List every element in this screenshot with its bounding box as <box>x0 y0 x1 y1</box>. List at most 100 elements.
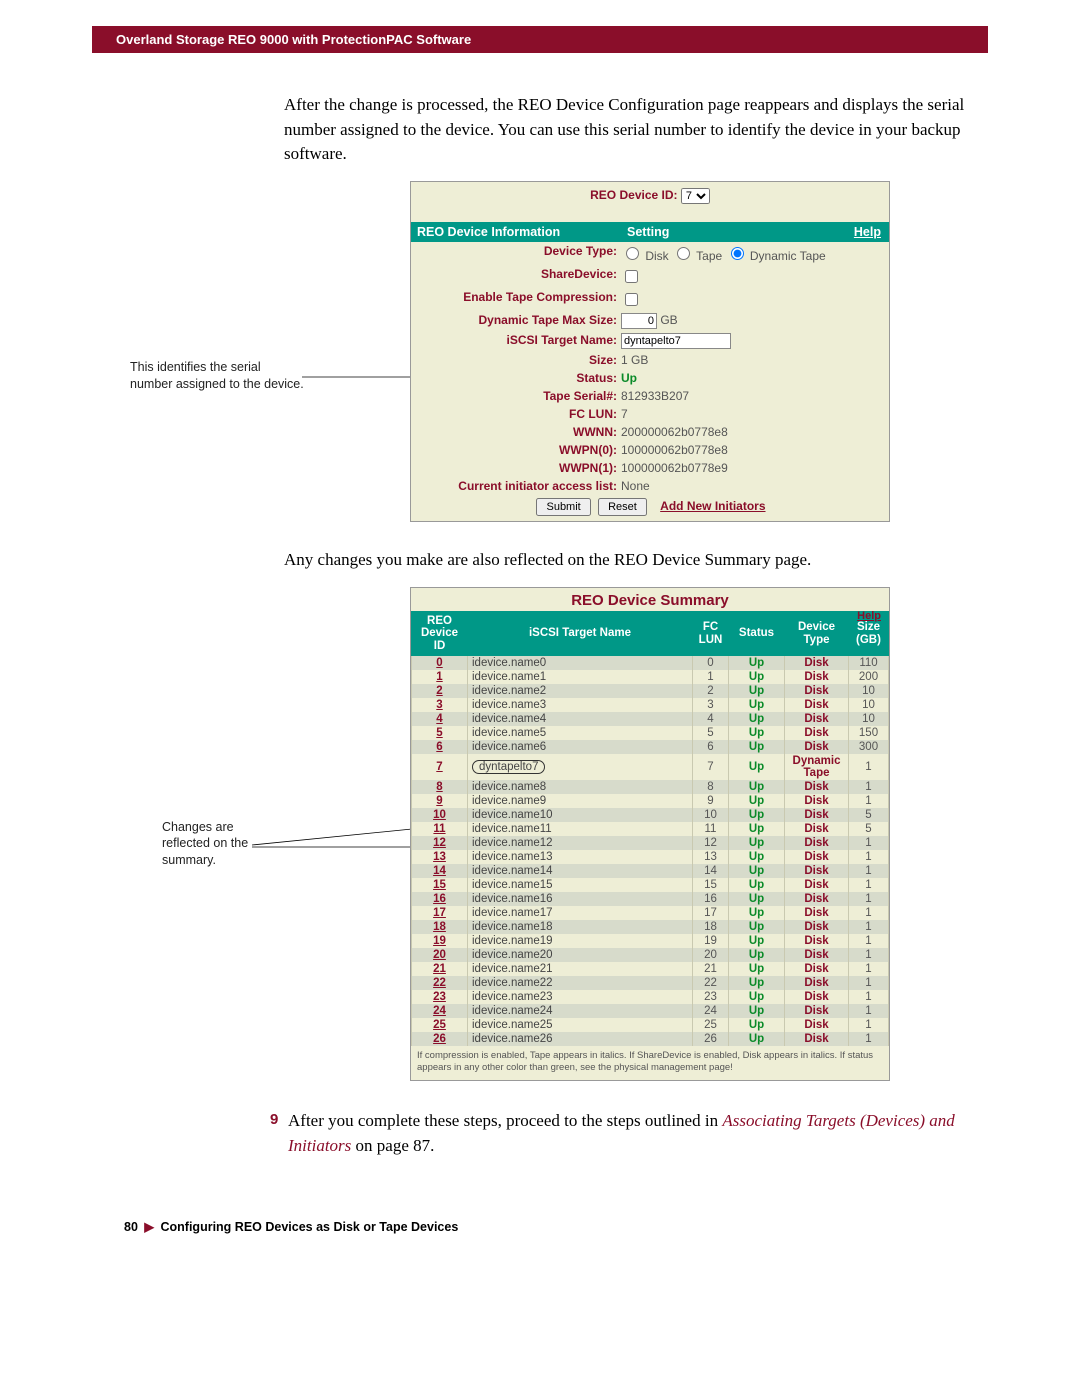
summary-header-row: REO Device ID iSCSI Target Name FC LUN S… <box>412 611 889 656</box>
cell-status: Up <box>729 780 785 794</box>
cell-size: 10 <box>849 684 889 698</box>
cell-lun: 1 <box>693 670 729 684</box>
sharedevice-checkbox[interactable] <box>625 270 638 283</box>
cell-dtype: Disk <box>785 906 849 920</box>
cell-status: Up <box>729 878 785 892</box>
device-id-label: REO Device ID: <box>590 188 677 202</box>
cell-size: 1 <box>849 780 889 794</box>
device-id-link[interactable]: 10 <box>433 809 446 821</box>
col-info: REO Device Information <box>411 222 621 242</box>
maxsize-input[interactable] <box>621 313 657 329</box>
device-id-link[interactable]: 14 <box>433 865 446 877</box>
device-id-link[interactable]: 25 <box>433 1019 446 1031</box>
device-id-link[interactable]: 21 <box>433 963 446 975</box>
device-type-value: Disk Tape Dynamic Tape <box>621 244 889 263</box>
table-row: 9idevice.name99UpDisk1 <box>412 794 889 808</box>
summary-panel: REO Device Summary Help REO Device ID iS… <box>410 587 890 1082</box>
device-id-link[interactable]: 19 <box>433 935 446 947</box>
device-id-link[interactable]: 12 <box>433 837 446 849</box>
device-id-link[interactable]: 6 <box>436 741 442 753</box>
device-id-link[interactable]: 8 <box>436 781 442 793</box>
cell-size: 1 <box>849 976 889 990</box>
cell-target: idevice.name25 <box>468 1018 693 1032</box>
device-id-link[interactable]: 3 <box>436 699 442 711</box>
cell-size: 1 <box>849 1032 889 1046</box>
compression-checkbox[interactable] <box>625 293 638 306</box>
button-row: Submit Reset Add New Initiators <box>411 495 889 521</box>
device-id-link[interactable]: 20 <box>433 949 446 961</box>
status-value: Up <box>621 371 889 385</box>
target-label: iSCSI Target Name: <box>411 333 621 349</box>
wwpn0-label: WWPN(0): <box>411 443 621 457</box>
submit-button[interactable]: Submit <box>536 498 590 516</box>
cell-status: Up <box>729 794 785 808</box>
table-row: 19idevice.name1919UpDisk1 <box>412 934 889 948</box>
cell-id: 18 <box>412 920 468 934</box>
device-id-link[interactable]: 1 <box>436 671 442 683</box>
device-id-link[interactable]: 4 <box>436 713 442 725</box>
cell-size: 1 <box>849 864 889 878</box>
cell-lun: 10 <box>693 808 729 822</box>
col-lun: FC LUN <box>693 611 729 656</box>
table-row: 18idevice.name1818UpDisk1 <box>412 920 889 934</box>
table-row: 3idevice.name33UpDisk10 <box>412 698 889 712</box>
cell-lun: 14 <box>693 864 729 878</box>
col-setting: Setting <box>621 222 846 242</box>
cell-dtype: Disk <box>785 684 849 698</box>
device-id-link[interactable]: 18 <box>433 921 446 933</box>
cell-id: 19 <box>412 934 468 948</box>
radio-disk[interactable] <box>626 247 639 260</box>
device-id-link[interactable]: 26 <box>433 1033 446 1045</box>
cell-id: 1 <box>412 670 468 684</box>
help-link[interactable]: Help <box>846 222 889 242</box>
footer-section: Configuring REO Devices as Disk or Tape … <box>161 1220 459 1234</box>
device-id-link[interactable]: 24 <box>433 1005 446 1017</box>
reset-button[interactable]: Reset <box>598 498 647 516</box>
device-id-select[interactable]: 7 <box>681 188 710 204</box>
summary-help-link[interactable]: Help <box>857 610 881 622</box>
cell-target: idevice.name17 <box>468 906 693 920</box>
cell-status: Up <box>729 740 785 754</box>
cell-dtype: Disk <box>785 712 849 726</box>
target-input[interactable] <box>621 333 731 349</box>
cell-id: 21 <box>412 962 468 976</box>
device-id-link[interactable]: 5 <box>436 727 442 739</box>
cell-dtype: Disk <box>785 780 849 794</box>
device-id-link[interactable]: 15 <box>433 879 446 891</box>
size-label: Size: <box>411 353 621 367</box>
col-target: iSCSI Target Name <box>468 611 693 656</box>
device-id-link[interactable]: 0 <box>436 657 442 669</box>
cell-lun: 13 <box>693 850 729 864</box>
doc-header-title: Overland Storage REO 9000 with Protectio… <box>116 32 471 47</box>
summary-footnote: If compression is enabled, Tape appears … <box>411 1046 889 1080</box>
cell-target: idevice.name0 <box>468 656 693 671</box>
cell-lun: 25 <box>693 1018 729 1032</box>
intro-paragraph: After the change is processed, the REO D… <box>284 93 988 167</box>
add-initiators-link[interactable]: Add New Initiators <box>660 499 765 513</box>
device-id-link[interactable]: 13 <box>433 851 446 863</box>
cell-id: 22 <box>412 976 468 990</box>
device-id-row: REO Device ID: 7 <box>411 182 889 222</box>
cell-dtype: Disk <box>785 670 849 684</box>
cell-dtype: Disk <box>785 948 849 962</box>
cell-target: idevice.name24 <box>468 1004 693 1018</box>
device-id-link[interactable]: 17 <box>433 907 446 919</box>
cell-lun: 21 <box>693 962 729 976</box>
col-id: REO Device ID <box>412 611 468 656</box>
device-id-link[interactable]: 16 <box>433 893 446 905</box>
table-row: 22idevice.name2222UpDisk1 <box>412 976 889 990</box>
wwpn1-label: WWPN(1): <box>411 461 621 475</box>
cell-lun: 15 <box>693 878 729 892</box>
device-id-link[interactable]: 7 <box>436 761 442 773</box>
device-id-link[interactable]: 2 <box>436 685 442 697</box>
cell-target: idevice.name26 <box>468 1032 693 1046</box>
radio-dyntape[interactable] <box>731 247 744 260</box>
doc-header-bar: Overland Storage REO 9000 with Protectio… <box>92 26 988 53</box>
device-id-link[interactable]: 11 <box>433 823 445 835</box>
device-id-link[interactable]: 22 <box>433 977 446 989</box>
device-id-link[interactable]: 23 <box>433 991 446 1003</box>
radio-tape[interactable] <box>677 247 690 260</box>
device-id-link[interactable]: 9 <box>436 795 442 807</box>
callout-serial: This identifies the serial number assign… <box>130 359 305 393</box>
cell-lun: 22 <box>693 976 729 990</box>
